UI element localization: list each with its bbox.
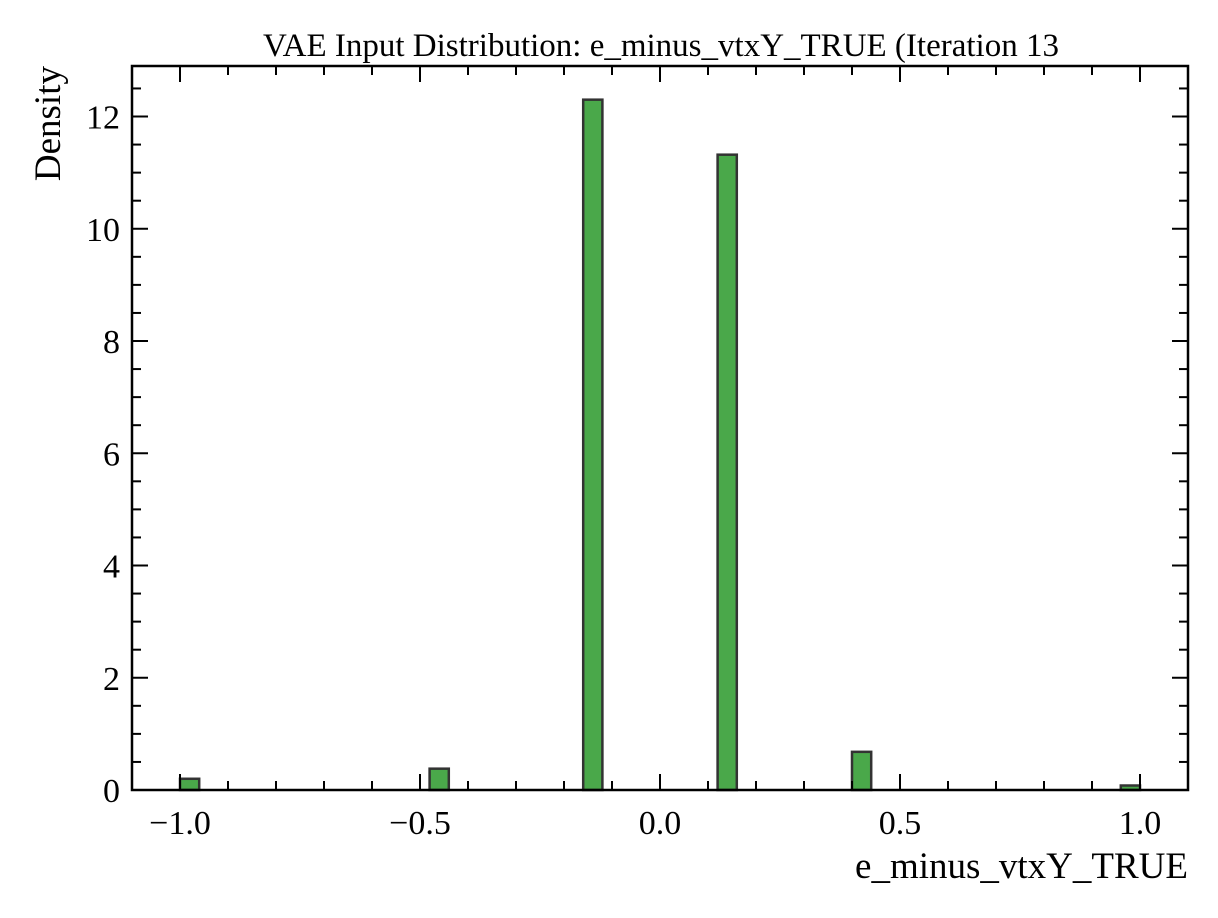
x-tick-label-1: −0.5 — [389, 805, 451, 842]
plot-frame — [130, 64, 1190, 792]
y-tick-label-1: 2 — [103, 661, 120, 698]
x-tick-label-3: 0.5 — [879, 805, 922, 842]
y-tick-label-4: 8 — [103, 324, 120, 361]
histogram-bar-3 — [716, 153, 739, 792]
y-tick-label-6: 12 — [86, 100, 120, 137]
histogram-bar-0 — [178, 777, 201, 792]
y-tick-label-3: 6 — [103, 436, 120, 473]
histogram-bar-1 — [428, 767, 451, 792]
y-tick-label-5: 10 — [86, 212, 120, 249]
chart-title: VAE Input Distribution: e_minus_vtxY_TRU… — [263, 28, 1059, 64]
histogram-bars — [178, 98, 1142, 792]
y-tick-label-0: 0 — [103, 773, 120, 810]
axis-ticks — [131, 66, 1189, 791]
x-tick-label-0: −1.0 — [149, 805, 211, 842]
x-tick-label-2: 0.0 — [639, 805, 682, 842]
y-tick-label-2: 4 — [103, 549, 120, 586]
tick-labels: −1.0 −0.5 0.0 0.5 1.0 0 2 4 6 8 10 12 — [86, 100, 1161, 842]
histogram-bar-2 — [581, 98, 604, 792]
x-axis-label: e_minus_vtxY_TRUE — [855, 846, 1188, 887]
histogram-bar-4 — [850, 750, 873, 792]
x-tick-label-4: 1.0 — [1119, 805, 1162, 842]
y-axis-label: Density — [28, 66, 69, 182]
